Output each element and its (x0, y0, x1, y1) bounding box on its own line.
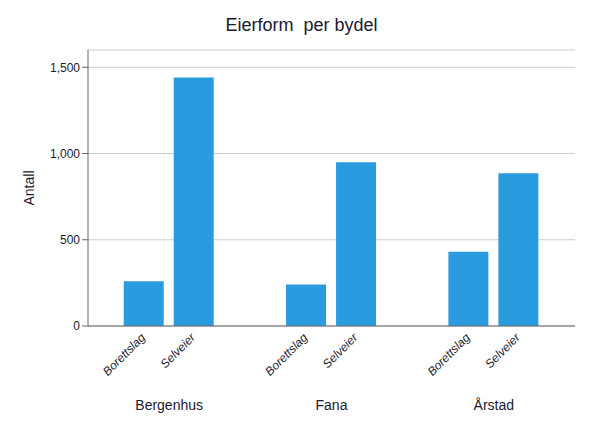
svg-text:Borettslag: Borettslag (425, 330, 473, 378)
html-text:Eierform per bydel: Eierform per bydel (225, 15, 378, 35)
svg-text:Borettslag: Borettslag (262, 330, 310, 378)
svg-text:Selveier: Selveier (482, 330, 523, 371)
svg-text:Årstad: Årstad (474, 397, 514, 413)
svg-text:Selveier: Selveier (320, 330, 361, 371)
svg-text:Bergenhus: Bergenhus (135, 397, 203, 413)
svg-text:Fana: Fana (316, 397, 348, 413)
svg-text:Borettslag: Borettslag (100, 330, 148, 378)
svg-text:1,500: 1,500 (50, 61, 80, 75)
svg-text:500: 500 (60, 233, 80, 247)
svg-text:Selveier: Selveier (158, 330, 199, 371)
svg-text:1,000: 1,000 (50, 147, 80, 161)
svg-text:Antall: Antall (21, 170, 37, 205)
svg-text:0: 0 (73, 319, 80, 333)
